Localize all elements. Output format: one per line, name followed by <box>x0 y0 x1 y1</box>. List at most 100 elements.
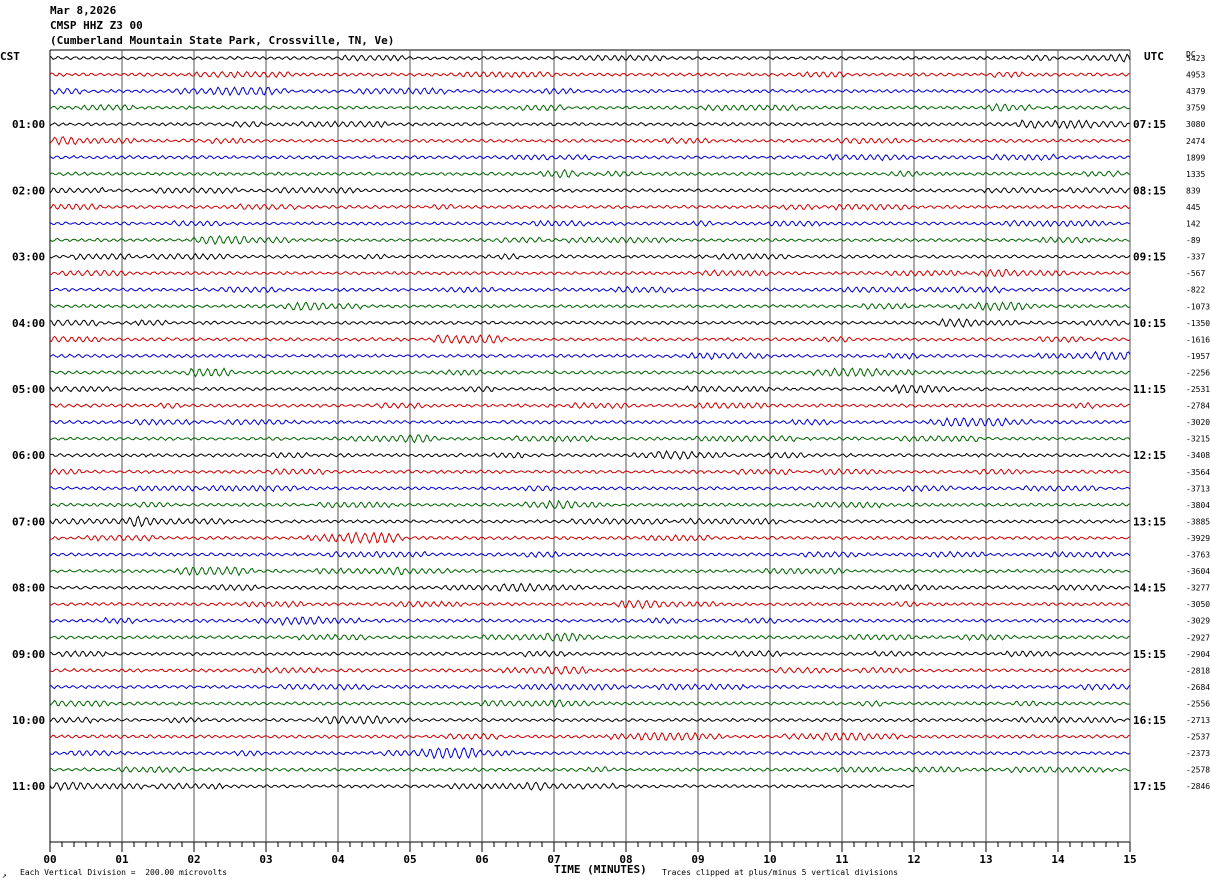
x-tick-label: 10 <box>763 853 776 866</box>
x-tick-label: 09 <box>691 853 704 866</box>
dc-offset-label: -1350 <box>1186 319 1210 328</box>
dc-offset-label: -2904 <box>1186 650 1210 659</box>
dc-offset-label: 3080 <box>1186 120 1205 129</box>
seismic-trace <box>49 550 1131 559</box>
seismic-trace <box>49 153 1131 162</box>
seismic-trace <box>49 599 1131 610</box>
dc-offset-label: -3408 <box>1186 451 1210 460</box>
seismic-trace <box>49 317 1131 328</box>
seismic-trace <box>49 416 1131 428</box>
seismic-trace <box>49 484 1131 493</box>
x-tick-label: 12 <box>907 853 920 866</box>
dc-label: DC <box>1186 50 1196 59</box>
cst-hour-label: 03:00 <box>12 251 45 264</box>
x-tick-label: 15 <box>1123 853 1136 866</box>
dc-offset-label: 142 <box>1186 220 1201 229</box>
seismic-trace <box>49 334 1131 345</box>
seismic-trace <box>49 219 1131 228</box>
x-tick-label: 14 <box>1051 853 1065 866</box>
dc-offset-label: -3763 <box>1186 551 1210 560</box>
seismic-trace <box>49 384 1131 395</box>
seismic-trace <box>49 168 1131 179</box>
dc-offset-label: -3885 <box>1186 517 1210 526</box>
dc-offset-label: -1073 <box>1186 302 1210 311</box>
utc-hour-label: 13:15 <box>1133 515 1166 528</box>
dc-offset-label: 4379 <box>1186 87 1205 96</box>
x-tick-label: 13 <box>979 853 992 866</box>
seismic-trace <box>49 186 1131 195</box>
dc-offset-label: -2256 <box>1186 368 1210 377</box>
x-tick-label: 07 <box>547 853 560 866</box>
seismic-trace <box>49 136 1131 146</box>
seismic-trace <box>49 102 1131 112</box>
utc-axis-label: UTC <box>1144 50 1164 63</box>
seismic-trace <box>49 449 1131 461</box>
cst-hour-label: 02:00 <box>12 184 45 197</box>
utc-hour-label: 16:15 <box>1133 714 1166 727</box>
seismic-trace <box>49 252 1131 261</box>
cst-hour-label: 10:00 <box>12 714 45 727</box>
seismic-trace <box>49 467 1131 476</box>
dc-offset-label: 4953 <box>1186 71 1205 80</box>
utc-hour-label: 07:15 <box>1133 118 1166 131</box>
dc-offset-label: -2713 <box>1186 716 1210 725</box>
x-tick-label: 05 <box>403 853 416 866</box>
x-tick-label: 08 <box>619 853 632 866</box>
dc-offset-label: -3277 <box>1186 584 1210 593</box>
seismic-trace <box>49 565 1131 577</box>
dc-offset-label: -822 <box>1186 286 1205 295</box>
dc-offset-label: -1957 <box>1186 352 1210 361</box>
seismic-trace <box>49 70 1131 79</box>
utc-hour-label: 10:15 <box>1133 317 1166 330</box>
dc-offset-label: -2531 <box>1186 385 1210 394</box>
seismic-trace <box>49 531 1131 545</box>
seismic-trace <box>49 367 1131 378</box>
cst-hour-label: 01:00 <box>12 118 45 131</box>
seismic-trace <box>49 582 1131 593</box>
x-tick-label: 01 <box>115 853 129 866</box>
utc-hour-label: 11:15 <box>1133 383 1166 396</box>
dc-offset-label: 5423 <box>1186 54 1205 63</box>
station-code: CMSP HHZ Z3 00 <box>50 19 143 32</box>
seismic-trace <box>49 515 1131 528</box>
dc-offset-label: -3029 <box>1186 617 1210 626</box>
cst-hour-label: 07:00 <box>12 515 45 528</box>
dc-offset-label: -567 <box>1186 269 1205 278</box>
dc-offset-label: 2474 <box>1186 137 1205 146</box>
dc-offset-label: 1335 <box>1186 170 1205 179</box>
dc-offset-label: -2684 <box>1186 683 1210 692</box>
cst-hour-label: 08:00 <box>12 582 45 595</box>
dc-offset-label: -3929 <box>1186 534 1210 543</box>
cst-hour-label: 04:00 <box>12 317 45 330</box>
cst-hour-label: 11:00 <box>12 780 45 793</box>
dc-offset-label: -3564 <box>1186 468 1210 477</box>
seismic-trace <box>49 350 1131 361</box>
corner-mark-icon: ↗ <box>2 871 7 880</box>
dc-offset-label: 1899 <box>1186 153 1205 162</box>
seismic-trace <box>49 615 1131 627</box>
dc-offset-label: -1616 <box>1186 335 1210 344</box>
utc-hour-label: 12:15 <box>1133 449 1166 462</box>
utc-hour-label: 09:15 <box>1133 251 1166 264</box>
seismic-trace <box>49 234 1131 246</box>
seismic-trace <box>49 765 1131 774</box>
seismic-trace <box>49 53 1131 63</box>
seismic-trace <box>49 665 1131 675</box>
dc-offset-label: 3759 <box>1186 104 1205 113</box>
utc-hour-label: 08:15 <box>1133 184 1166 197</box>
dc-offset-label: 445 <box>1186 203 1201 212</box>
seismic-trace <box>49 433 1131 444</box>
seismic-trace <box>49 731 1131 742</box>
x-tick-label: 11 <box>835 853 849 866</box>
cst-hour-label: 09:00 <box>12 648 45 661</box>
dc-offset-label: -3215 <box>1186 435 1210 444</box>
seismic-trace <box>49 202 1131 211</box>
clip-note: Traces clipped at plus/minus 5 vertical … <box>662 868 899 877</box>
x-tick-label: 00 <box>43 853 56 866</box>
cst-hour-label: 06:00 <box>12 449 45 462</box>
dc-offset-label: -2784 <box>1186 402 1210 411</box>
seismic-trace <box>49 268 1131 278</box>
vertical-division-note: Each Vertical Division = 200.00 microvol… <box>20 868 228 877</box>
seismic-trace <box>49 746 1131 760</box>
